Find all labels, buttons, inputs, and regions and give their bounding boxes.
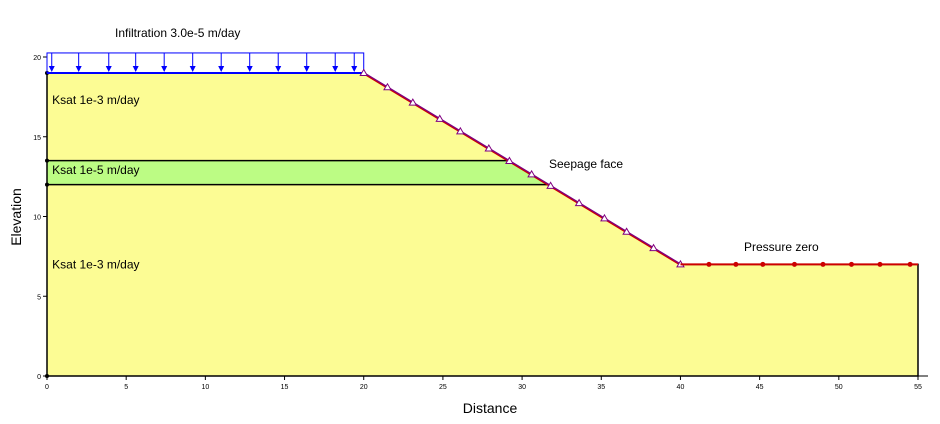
- seepage-face-marker: [527, 169, 536, 178]
- x-tick-label: 45: [756, 384, 764, 391]
- boundary-conditions: [46, 52, 918, 268]
- y-tick-label: 5: [37, 294, 41, 301]
- infiltration-arrow-head: [246, 65, 253, 72]
- seepage-face-marker: [383, 82, 392, 91]
- pressure-zero-marker: [706, 261, 712, 267]
- y-tick-label: 10: [33, 215, 41, 222]
- y-tick-label: 0: [37, 374, 41, 381]
- y-tick-label: 20: [33, 55, 41, 62]
- seepage-face-marker: [546, 181, 555, 189]
- seepage-face-marker: [505, 156, 514, 164]
- infiltration-arrow-head: [48, 65, 55, 72]
- x-tick-label: 55: [914, 384, 922, 391]
- infiltration-arrow-head: [105, 65, 112, 72]
- pressure-zero-marker: [791, 261, 797, 267]
- seepage-face-marker: [455, 126, 465, 135]
- x-tick-label: 25: [439, 384, 447, 391]
- upper-material-region: [47, 72, 509, 161]
- seepage-face-marker: [574, 198, 584, 207]
- infiltration-arrow-head: [132, 65, 139, 72]
- pressure-zero-marker: [820, 261, 826, 267]
- x-tick-label: 5: [124, 384, 128, 391]
- x-tick-label: 15: [281, 384, 289, 391]
- pressure-zero-marker: [760, 261, 766, 267]
- pressure-zero-marker: [877, 261, 883, 267]
- x-axis-title: Distance: [463, 400, 518, 416]
- x-tick-label: 35: [597, 384, 605, 391]
- infiltration-arrow-head: [275, 65, 282, 72]
- infiltration-box: [46, 52, 365, 74]
- infiltration-arrow-head: [218, 65, 225, 72]
- seepage-face-marker: [484, 144, 494, 152]
- x-tick-label: 0: [45, 384, 49, 391]
- seepage-face-marker: [408, 98, 418, 106]
- pressure-zero-marker: [907, 261, 913, 267]
- x-tick-label: 10: [201, 384, 209, 391]
- material-label-1: Ksat 1e-5 m/day: [52, 163, 139, 177]
- y-tick-label: 15: [33, 135, 41, 142]
- x-tick-label: 40: [677, 384, 685, 391]
- infiltration-arrow-head: [332, 65, 339, 72]
- y-axis-title: Elevation: [8, 188, 24, 246]
- seepage-face-marker: [600, 213, 609, 222]
- material-regions: [45, 70, 919, 378]
- x-tick-label: 20: [360, 384, 368, 391]
- seepage-face-marker: [359, 68, 369, 76]
- pressure-zero-marker: [848, 261, 854, 267]
- pressure-zero-label: Pressure zero: [744, 240, 819, 254]
- lower-material-region: [47, 184, 918, 376]
- seepage-face-marker: [435, 114, 445, 122]
- pressure-zero-marker: [733, 261, 739, 267]
- material-label-0: Ksat 1e-3 m/day: [52, 93, 139, 107]
- middle-material-region: [47, 160, 549, 185]
- labels: Infiltration 3.0e-5 m/day Seepage face P…: [8, 26, 819, 416]
- infiltration-label: Infiltration 3.0e-5 m/day: [115, 26, 240, 40]
- infiltration-arrow-head: [303, 65, 310, 72]
- x-tick-label: 50: [835, 384, 843, 391]
- material-label-2: Ksat 1e-3 m/day: [52, 257, 139, 271]
- infiltration-arrow-head: [189, 65, 196, 72]
- axes: 0 5 10 15 20 25 30 35 40 45 50 55 0 5 10 15 20: [33, 55, 928, 391]
- infiltration-arrow-head: [75, 65, 82, 72]
- seepage-face-label: Seepage face: [549, 157, 623, 171]
- seepage-face-marker: [622, 227, 631, 235]
- infiltration-arrow-head: [351, 65, 358, 72]
- seepage-face-marker: [649, 243, 658, 252]
- x-tick-label: 30: [518, 384, 526, 391]
- infiltration-arrow-head: [161, 65, 168, 72]
